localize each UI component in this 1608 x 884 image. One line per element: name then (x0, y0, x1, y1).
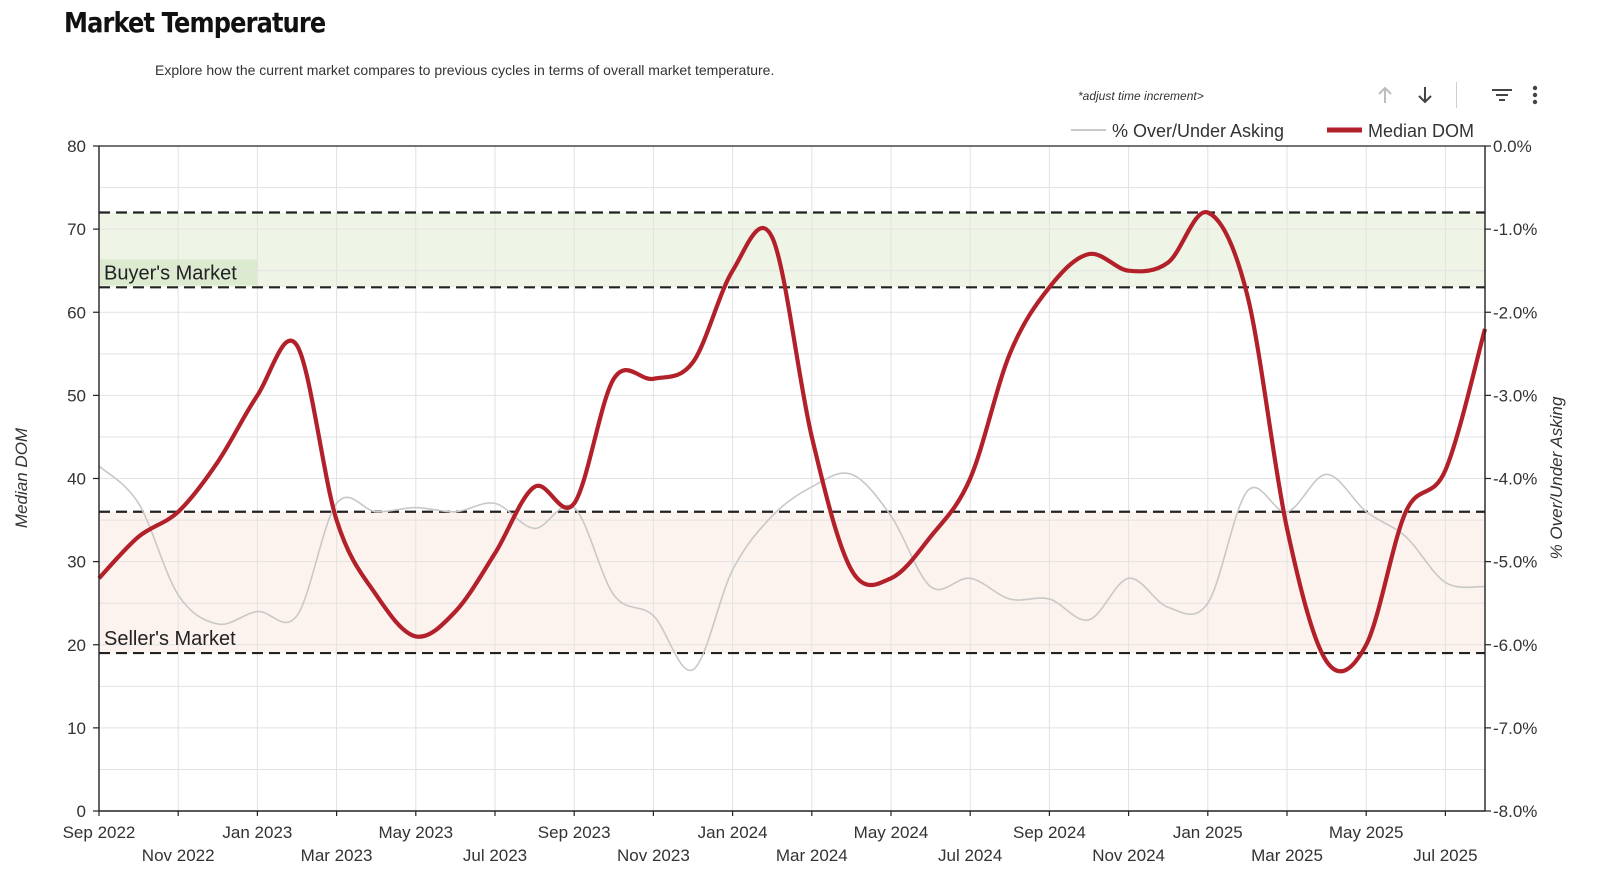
adjust-time-increment-link[interactable]: *adjust time increment> (1078, 89, 1204, 103)
y2-tick-label: -3.0% (1493, 386, 1537, 405)
arrow-up-icon[interactable] (1370, 80, 1400, 110)
series-line-median-dom (97, 210, 1488, 674)
legend-label-over-under[interactable]: % Over/Under Asking (1112, 121, 1284, 141)
right-axis-title: % Over/Under Asking (1547, 396, 1566, 559)
x-tick-label: Sep 2022 (63, 823, 136, 842)
zone-band-sellers (99, 511, 1485, 654)
x-tick-label: Jul 2023 (463, 846, 527, 865)
x-tick-label: May 2024 (854, 823, 929, 842)
zone-boundaries: Buyer's Market Seller's Market (99, 211, 1485, 655)
x-tick-label: Jan 2024 (698, 823, 768, 842)
zone-band-buyers (99, 212, 1485, 288)
left-axis-title: Median DOM (12, 427, 31, 528)
left-axis-ticks: 0 10 20 30 40 50 60 70 80 (67, 137, 99, 821)
y2-tick-label: -5.0% (1493, 553, 1537, 572)
x-tick-label: Nov 2023 (617, 846, 690, 865)
zone-label-buyers: Buyer's Market (104, 262, 237, 284)
y2-tick-label: -1.0% (1493, 220, 1537, 239)
y-tick-label: 20 (67, 636, 86, 655)
x-tick-label: May 2025 (1329, 823, 1404, 842)
page-subtitle: Explore how the current market compares … (155, 62, 775, 78)
zone-label-sellers: Seller's Market (104, 628, 236, 650)
x-tick-label: Jul 2024 (938, 846, 1002, 865)
arrow-down-icon[interactable] (1410, 80, 1440, 110)
x-tick-label: Sep 2023 (538, 823, 611, 842)
more-vert-icon[interactable] (1520, 80, 1550, 110)
y2-tick-label: -6.0% (1493, 636, 1537, 655)
chart-legend: % Over/Under Asking Median DOM (1071, 121, 1474, 141)
x-tick-label: Mar 2023 (301, 846, 373, 865)
x-tick-label: Nov 2024 (1092, 846, 1165, 865)
toolbar-divider (1456, 82, 1457, 108)
chart-toolbar (1370, 80, 1550, 114)
x-tick-label: Mar 2024 (776, 846, 848, 865)
page-title: Market Temperature (64, 6, 326, 39)
y-tick-label: 40 (67, 470, 86, 489)
y-tick-label: 0 (77, 802, 86, 821)
x-tick-label: Jan 2025 (1173, 823, 1243, 842)
y2-tick-label: 0.0% (1493, 137, 1532, 156)
y2-tick-label: -7.0% (1493, 719, 1537, 738)
y-tick-label: 10 (67, 719, 86, 738)
y-tick-label: 80 (67, 137, 86, 156)
x-tick-label: Jul 2025 (1413, 846, 1477, 865)
x-tick-label: May 2023 (378, 823, 453, 842)
market-zones (99, 212, 1485, 654)
zone-label-bg-sellers (100, 625, 258, 652)
x-tick-label: Sep 2024 (1013, 823, 1086, 842)
y-tick-label: 70 (67, 220, 86, 239)
y2-tick-label: -2.0% (1493, 303, 1537, 322)
right-axis-ticks: -8.0% -7.0% -6.0% -5.0% -4.0% -3.0% -2.0% -1.0%… (1485, 137, 1537, 821)
y2-tick-label: -4.0% (1493, 470, 1537, 489)
x-tick-label: Jan 2023 (222, 823, 292, 842)
filter-icon[interactable] (1487, 80, 1517, 110)
y-tick-label: 60 (67, 303, 86, 322)
legend-label-median-dom[interactable]: Median DOM (1368, 121, 1474, 141)
y-tick-label: 50 (67, 386, 86, 405)
series-line-over-under-asking (98, 465, 1486, 672)
x-axis-ticks: Sep 2022 Jan 2023 May 2023 Sep 2023 Jan 2024… (63, 811, 1478, 865)
zone-label-bg-buyers (100, 259, 258, 286)
y2-tick-label: -8.0% (1493, 802, 1537, 821)
x-tick-label: Mar 2025 (1251, 846, 1323, 865)
y-tick-label: 30 (67, 553, 86, 572)
series-lines (97, 210, 1488, 674)
x-tick-label: Nov 2022 (142, 846, 215, 865)
